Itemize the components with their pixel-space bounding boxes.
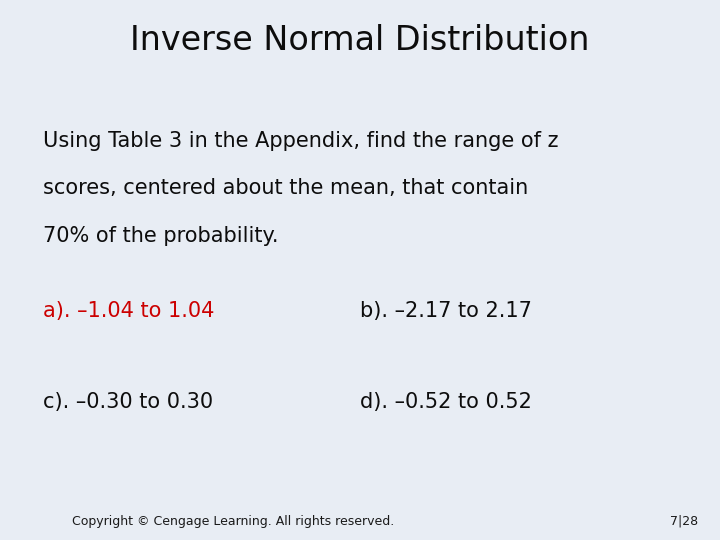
Text: c). –0.30 to 0.30: c). –0.30 to 0.30 [43,392,213,412]
Text: Copyright © Cengage Learning. All rights reserved.: Copyright © Cengage Learning. All rights… [72,515,395,528]
Text: scores, centered about the mean, that contain: scores, centered about the mean, that co… [43,178,528,198]
Text: d). –0.52 to 0.52: d). –0.52 to 0.52 [360,392,532,412]
Text: 7|28: 7|28 [670,515,698,528]
Text: Using Table 3 in the Appendix, find the range of z: Using Table 3 in the Appendix, find the … [43,131,559,151]
Text: 70% of the probability.: 70% of the probability. [43,226,279,246]
Text: a). –1.04 to 1.04: a). –1.04 to 1.04 [43,301,215,321]
Text: b). –2.17 to 2.17: b). –2.17 to 2.17 [360,301,532,321]
Text: Inverse Normal Distribution: Inverse Normal Distribution [130,24,590,57]
